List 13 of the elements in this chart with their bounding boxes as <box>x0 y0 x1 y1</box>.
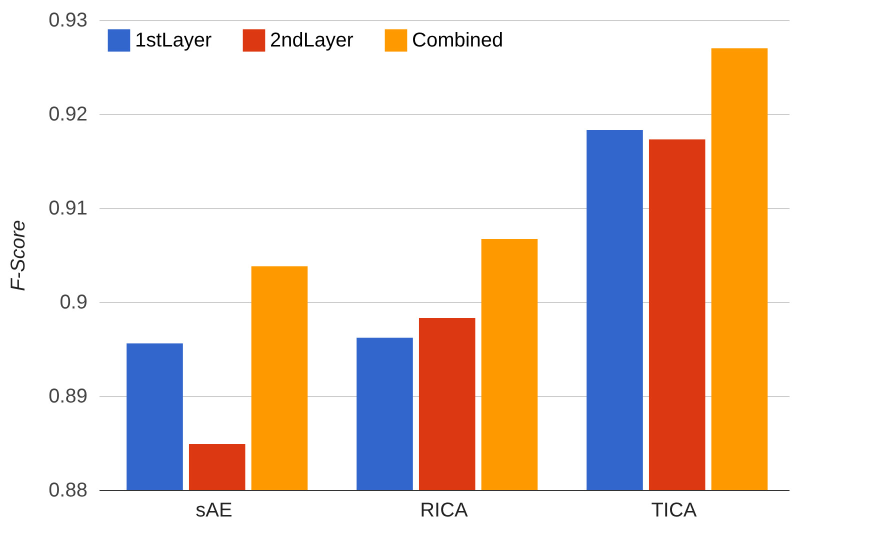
x-tick-label: RICA <box>420 500 469 522</box>
legend-label: 2ndLayer <box>270 29 354 52</box>
legend-label: 1stLayer <box>135 29 212 52</box>
y-axis-title: F-Score <box>8 220 30 292</box>
y-tick-label: 0.9 <box>60 292 88 314</box>
x-tick-label: TICA <box>651 500 698 522</box>
y-tick-label: 0.92 <box>48 104 88 126</box>
legend-label: Combined <box>412 29 504 52</box>
y-tick-label: 0.93 <box>48 10 88 32</box>
y-tick-label: 0.91 <box>48 198 88 220</box>
y-tick-label: 0.88 <box>48 480 88 502</box>
y-tick-label: 0.89 <box>48 386 88 408</box>
x-tick-label: sAE <box>196 500 232 522</box>
